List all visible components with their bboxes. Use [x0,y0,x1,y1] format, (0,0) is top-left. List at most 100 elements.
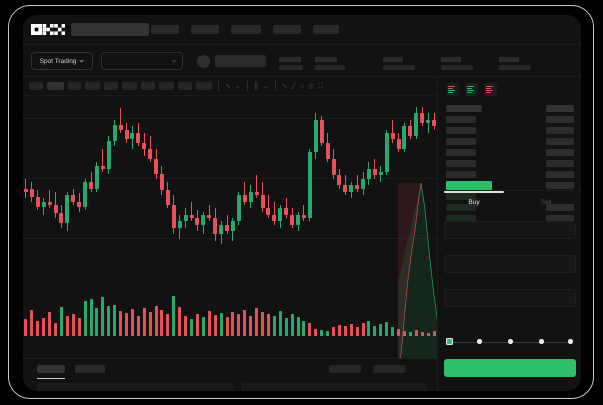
orderbook-ask-row-4[interactable] [438,147,581,158]
orderbook-ask-row-6[interactable] [438,169,581,180]
timeframe-button-9[interactable] [178,82,192,90]
slider-stop-100[interactable] [568,339,573,344]
volume-bar [89,299,93,336]
slider-stop-25[interactable] [477,339,482,344]
candle-body [159,173,164,191]
search-input[interactable] [71,23,149,36]
candle-wick [102,149,104,173]
timeframe-button-5[interactable] [104,82,118,90]
nav-item-earn[interactable] [273,25,301,34]
orderbook-ask-row-1[interactable] [438,114,581,125]
orderbook-ask-row-5[interactable] [438,158,581,169]
bottom-tab-open-orders[interactable] [37,365,65,373]
chart-toolbar: ∿ ⌄ ║ ⌄ ∿ ╱ ⌂ ◎ ⛶ [23,77,437,96]
pair-select-dropdown[interactable] [101,52,183,70]
buy-submit-button[interactable] [444,359,576,377]
orderbook-ask-row-2[interactable] [438,125,581,136]
volume-bar [77,318,81,336]
candle-body [213,218,218,235]
ruler-icon[interactable]: ╱ [291,82,296,90]
chevron-down-icon-2[interactable]: ⌄ [262,82,269,90]
bottom-action-1[interactable] [329,365,361,373]
tab-sell[interactable]: Sell [540,198,552,206]
order-book-header-row [438,103,581,114]
candle-body [65,195,70,223]
bottom-tab-active-indicator [37,378,65,380]
candle-body [130,132,135,140]
tab-buy[interactable]: Buy [438,191,510,213]
candle-wick [49,190,51,209]
okx-logo-icon[interactable] [31,24,65,35]
volume-bar [290,314,294,336]
candle-body [165,190,170,205]
timeframe-button-3[interactable] [68,82,81,90]
bottom-content-right[interactable] [241,383,427,391]
orderbook-bid-row-3[interactable] [438,213,581,224]
chevron-down-icon[interactable]: ⌄ [234,82,241,90]
price-input[interactable] [444,221,576,239]
orderbook-bid-row-1[interactable] [438,191,581,202]
candle-body [59,213,64,223]
volume-bar [237,314,241,336]
candle-wick [427,113,429,133]
fullscreen-icon[interactable]: ⛶ [318,82,323,90]
volume-bar [136,316,140,336]
orderbook-view-bids-icon[interactable] [465,83,478,96]
chart-type-icon[interactable]: ║ [253,82,259,90]
orderbook-view-asks-icon[interactable] [484,83,497,96]
total-input[interactable] [444,289,576,307]
volume-bar [332,327,335,336]
volume-bar [101,297,105,336]
line-tool-icon[interactable]: ∿ [281,82,288,90]
nav-item-more[interactable] [313,25,339,34]
nav-item-trade[interactable] [231,25,261,34]
bottom-content-left[interactable] [37,383,233,391]
slider-stop-50[interactable] [508,339,513,344]
volume-bar [432,331,436,336]
orderbook-view-both-icon[interactable] [446,83,459,96]
volume-bar [148,312,152,336]
candle-body [372,168,377,176]
stat-24h-high [383,57,415,70]
orders-bottom-panel [23,358,437,391]
bottom-action-2[interactable] [373,365,405,373]
magnet-icon[interactable]: ⌂ [299,82,304,90]
volume-bar [154,306,158,336]
volume-bar [402,331,406,336]
amount-input[interactable] [444,255,576,273]
settings-icon[interactable]: ◎ [307,82,315,90]
volume-bar [71,314,75,336]
slider-stop-75[interactable] [539,339,544,344]
stat-24h-change [315,57,345,70]
candle-wick [285,198,287,219]
candle-body [183,214,188,222]
nav-item-buy-crypto[interactable] [151,25,179,34]
timeframe-button-7[interactable] [141,82,155,90]
slider-handle[interactable] [446,338,453,345]
price-chart[interactable] [23,96,437,358]
bottom-tab-order-history[interactable] [75,365,105,373]
timeframe-button-6[interactable] [122,82,137,90]
timeframe-button-2[interactable] [47,82,64,90]
timeframe-button-1[interactable] [29,82,43,90]
timeframe-button-10[interactable] [196,82,212,90]
orderbook-ask-row-3[interactable] [438,136,581,147]
toolbar-divider-2 [246,81,248,91]
orderbook-bid-row-2[interactable] [438,202,581,213]
amount-percent-slider[interactable] [446,337,574,347]
volume-bar [113,305,117,336]
candle-body [225,224,230,232]
timeframe-button-4[interactable] [85,82,100,90]
trade-form-panel: Buy Sell [437,190,581,391]
candle-body [260,195,265,209]
indicator-icon[interactable]: ∿ [225,82,231,90]
nav-item-markets[interactable] [191,25,219,34]
candle-body [230,221,235,232]
candle-body [307,152,312,219]
stat-24h-volume [499,57,531,70]
volume-bar [337,325,341,336]
timeframe-button-8[interactable] [159,82,174,90]
volume-bar [408,332,412,336]
spot-trading-dropdown[interactable]: Spot Trading [31,52,93,70]
candle-body [384,132,389,173]
